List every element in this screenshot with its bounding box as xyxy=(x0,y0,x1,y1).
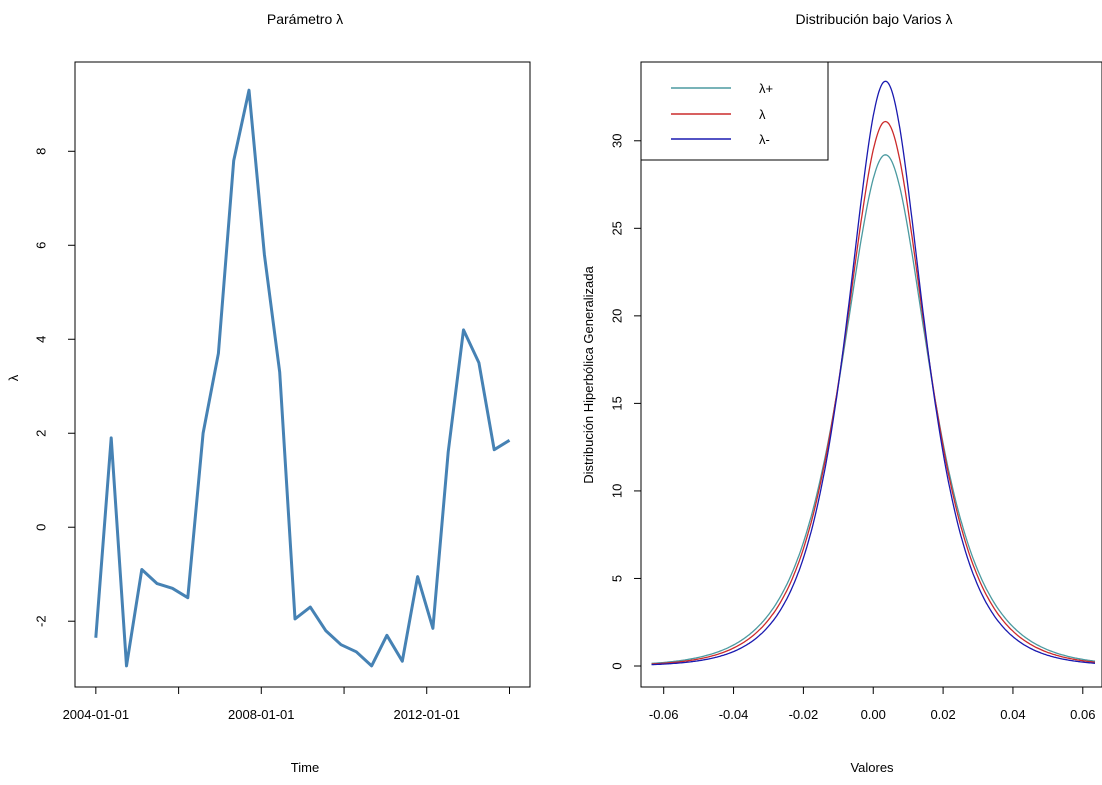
x-axis-label: Valores xyxy=(850,760,894,775)
plot-frame xyxy=(640,61,1102,688)
x-tick-label: 2008-01-01 xyxy=(228,707,295,722)
legend-label: λ xyxy=(759,107,766,122)
x-tick-label: 0.06 xyxy=(1070,707,1095,722)
x-tick-label: 0.00 xyxy=(861,707,886,722)
x-tick-label: -0.04 xyxy=(719,707,749,722)
y-axis-label: λ xyxy=(6,374,21,381)
x-axis-label: Time xyxy=(291,760,319,775)
legend: λ+ λ λ- xyxy=(640,61,829,161)
distribution-chart: Distribución bajo Varios λ 051015202530 … xyxy=(581,11,1102,775)
x-tick-label: 2004-01-01 xyxy=(63,707,130,722)
lambda-time-series-panel: Parámetro λ -2 0 2 4 6 8 2004-01-01 2008-01-01… xyxy=(0,0,551,780)
y-tick-label: 4 xyxy=(33,336,48,343)
y-tick-label: 2 xyxy=(33,430,48,437)
lambda-time-series-chart: Parámetro λ -2 0 2 4 6 8 2004-01-01 2008-01-01… xyxy=(6,11,531,775)
chart-title: Parámetro λ xyxy=(267,11,343,27)
x-tick-label: 0.02 xyxy=(930,707,955,722)
x-tick-label: 2012-01-01 xyxy=(393,707,460,722)
legend-box xyxy=(640,61,829,161)
y-tick-label: 8 xyxy=(33,148,48,155)
x-tick-label: -0.02 xyxy=(789,707,819,722)
y-tick-label: 10 xyxy=(609,484,624,498)
y-tick-label: 30 xyxy=(609,134,624,148)
y-tick-label: 6 xyxy=(33,242,48,249)
y-tick-label: 15 xyxy=(609,396,624,410)
distribution-panel: Distribución bajo Varios λ 0 5 10 15 20 25 30 … xyxy=(551,0,1102,780)
y-axis-label: Distribución Hiperbólica Generalizada xyxy=(581,265,596,483)
legend-label: λ+ xyxy=(759,81,773,96)
y-tick-label: 20 xyxy=(609,309,624,323)
lambda-series-line xyxy=(94,88,511,668)
density-curve-2 xyxy=(651,120,1096,665)
y-tick-label: 25 xyxy=(609,221,624,235)
y-tick-label: 0 xyxy=(33,524,48,531)
plot-frame xyxy=(74,61,531,688)
y-tick-label: -2 xyxy=(33,615,48,627)
legend-label: λ- xyxy=(759,132,770,147)
y-tick-label: 5 xyxy=(609,575,624,582)
density-curve-1 xyxy=(651,154,1096,665)
x-tick-label: -0.06 xyxy=(649,707,679,722)
y-tick-label: 0 xyxy=(609,662,624,669)
chart-title: Distribución bajo Varios λ xyxy=(796,11,953,27)
x-tick-label: 0.04 xyxy=(1000,707,1025,722)
density-curve-3 xyxy=(651,80,1096,666)
